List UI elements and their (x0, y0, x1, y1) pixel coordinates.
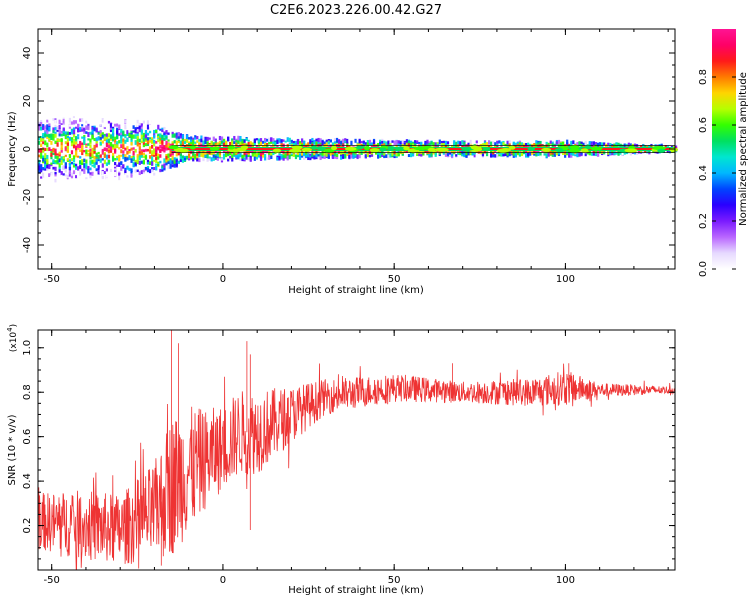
y-tick-label: -20 (22, 189, 33, 205)
snr-panel: -50 0 50 100 0.2 0.4 0.6 0.8 1.0 Height of stra… (6, 324, 676, 596)
spectral-peak (569, 145, 580, 150)
y-tick-label: -40 (22, 237, 33, 253)
y-tick-label: 40 (22, 47, 33, 60)
spectral-peak (580, 148, 589, 153)
spectral-peak (496, 148, 509, 153)
spectral-peak (310, 145, 318, 150)
x-tick-label: 100 (556, 274, 575, 285)
colorbar-tick-label: 0.2 (698, 213, 709, 229)
snr-x-label: Height of straight line (km) (288, 585, 424, 596)
spectral-peak (541, 147, 552, 152)
spectral-peak (434, 147, 449, 152)
y-tick-label: 0.8 (22, 384, 33, 400)
x-tick-label: -50 (44, 274, 60, 285)
snr-y-label: SNR (10 * v/v) (7, 414, 18, 485)
spectral-peak (173, 147, 186, 152)
y-tick-label: 0.4 (22, 473, 33, 489)
colorbar-ticks: 0.0 0.2 0.4 0.6 0.8 (698, 69, 736, 277)
spectral-peak (379, 147, 387, 152)
spectral-peak (394, 146, 405, 151)
spectral-peak (427, 147, 436, 152)
colorbar-tick-label: 0.4 (698, 165, 709, 181)
spectral-peak (363, 146, 371, 151)
spectral-peak (209, 146, 220, 151)
spectral-peak (562, 146, 569, 151)
snr-plot-area (38, 330, 675, 570)
spectral-peak (482, 147, 491, 152)
spectral-peak (316, 146, 327, 151)
spectral-peak (189, 145, 196, 150)
colorbar-tick-label: 0.0 (698, 261, 709, 277)
snr-y-ticks: 0.2 0.4 0.6 0.8 1.0 (22, 340, 675, 560)
spectral-peak (272, 148, 282, 153)
colorbar-label: Normalized spectral amplitude (738, 72, 749, 226)
spectral-peak (369, 148, 381, 153)
spectral-peak (168, 145, 179, 150)
spectrogram-y-label: Frequency (Hz) (7, 111, 18, 187)
snr-scale-label: (x104) (6, 324, 19, 352)
x-tick-label: 50 (388, 274, 401, 285)
spectral-peak (508, 145, 516, 150)
spectral-peak (584, 145, 592, 150)
spectral-peak (344, 146, 357, 151)
spectral-peak (291, 145, 303, 150)
spectrogram-panel: -50 0 50 100 -40 -20 0 20 40 Height of straight… (7, 28, 679, 296)
spectral-peak (385, 146, 396, 151)
x-tick-label: 50 (388, 575, 401, 586)
spectral-peak (568, 148, 581, 153)
snr-series-line (38, 330, 675, 570)
spectral-peak (301, 147, 312, 152)
spectral-peak (330, 146, 338, 151)
x-tick-label: 0 (220, 575, 226, 586)
x-tick-label: 0 (220, 274, 226, 285)
y-tick-label: 20 (22, 95, 33, 108)
spectrogram-energy (38, 112, 679, 186)
spectral-peak (470, 145, 479, 150)
spectral-peak (669, 147, 679, 152)
spectral-peak (227, 145, 236, 150)
snr-x-ticks: -50 0 50 100 (44, 330, 669, 586)
colorbar: 0.0 0.2 0.4 0.6 0.8 Normalized spectral ampl… (698, 29, 749, 277)
y-tick-label: 0.6 (22, 429, 33, 445)
x-tick-label: -50 (44, 575, 60, 586)
snr-frame (37, 329, 676, 571)
y-tick-label: 0 (22, 146, 33, 152)
spectrogram-x-label: Height of straight line (km) (288, 285, 424, 296)
spectral-peak (527, 146, 536, 151)
figure-title: C2E6.2023.226.00.42.G27 (270, 3, 442, 18)
spectral-peak (624, 148, 638, 153)
y-tick-label: 1.0 (22, 340, 33, 356)
colorbar-tick-label: 0.6 (698, 117, 709, 133)
spectrogram-y-ticks: -40 -20 0 20 40 (22, 40, 675, 258)
spectral-peak (413, 146, 427, 151)
y-tick-label: 0.2 (22, 518, 33, 534)
spectral-peak (289, 148, 302, 153)
spectral-peak (590, 146, 603, 151)
spectral-peak (657, 148, 666, 153)
spectral-peak (355, 145, 364, 150)
spectrogram-x-ticks: -50 0 50 100 (44, 29, 669, 285)
spectral-peak (403, 146, 410, 151)
spectral-peak (235, 147, 247, 152)
colorbar-tick-label: 0.8 (698, 69, 709, 85)
colorbar-gradient (712, 29, 736, 269)
x-tick-label: 100 (556, 575, 575, 586)
